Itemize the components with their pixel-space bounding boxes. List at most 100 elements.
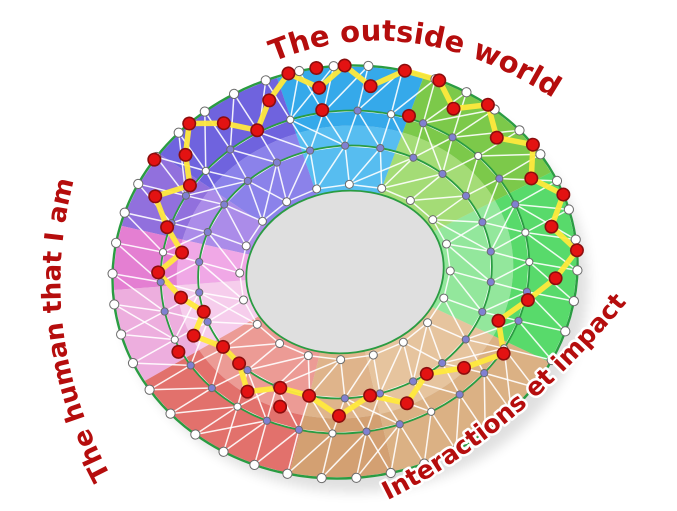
inner-ring-node — [441, 239, 451, 249]
mesh-edge — [402, 342, 414, 382]
inner-ring-node — [275, 338, 285, 348]
inner-ring-node — [303, 351, 313, 361]
red-node — [186, 328, 201, 343]
red-node — [312, 80, 327, 95]
inner-ring-node — [336, 355, 346, 365]
red-node — [397, 63, 412, 78]
mid2-ring-node — [181, 191, 191, 200]
mesh-edge — [309, 359, 342, 397]
mid2-ring-node — [286, 115, 295, 124]
mesh-edge — [174, 292, 200, 340]
red-node — [401, 108, 416, 123]
mesh-edge — [286, 429, 300, 474]
mesh-edge — [459, 394, 486, 433]
mid1-ring-node — [461, 191, 471, 200]
outer-ring-node — [119, 207, 130, 218]
mesh-edge — [372, 354, 381, 394]
mid1-ring-node — [203, 317, 212, 326]
mesh-edge — [265, 79, 291, 121]
mesh-edge — [452, 129, 520, 139]
mid2-ring-node — [386, 110, 396, 119]
mesh-edge — [207, 231, 241, 274]
mesh-edge — [442, 347, 505, 364]
mesh-edge — [481, 178, 501, 223]
mesh-edge — [446, 243, 491, 253]
mid2-ring-node — [262, 416, 271, 425]
red-node — [525, 137, 540, 152]
inner-ring-node — [312, 184, 322, 194]
mid2-ring-node — [427, 407, 436, 416]
mid1-ring-node — [272, 158, 282, 167]
mid1-ring-node — [340, 394, 349, 403]
mesh-edge — [320, 433, 334, 479]
red-node — [151, 265, 166, 280]
mesh-edge — [443, 297, 467, 340]
cyan-sector-inner — [295, 125, 403, 196]
mesh-edge — [229, 149, 249, 182]
mesh-edge — [432, 218, 483, 223]
lightgreen-sector-inner — [379, 132, 496, 232]
mid1-ring-node — [376, 143, 385, 153]
outer-ring-node — [133, 178, 144, 190]
red-node — [250, 123, 265, 138]
outer-ring-node — [461, 87, 472, 98]
mesh-edge — [247, 342, 281, 371]
inner-ring-node — [368, 350, 378, 360]
red-node — [496, 346, 511, 361]
mid2-ring-node — [419, 119, 428, 128]
mesh-edge — [422, 78, 437, 124]
mesh-edge — [427, 322, 467, 341]
mesh-edge — [171, 203, 225, 224]
outer-ring-node — [218, 446, 229, 457]
mesh-edge — [207, 231, 247, 247]
outer-ring-node — [568, 296, 579, 307]
outer-ring-node — [351, 472, 362, 483]
red-node — [302, 388, 317, 403]
mid2-ring-node — [514, 316, 523, 325]
mid1-ring-node — [486, 277, 495, 287]
outer-ring-node — [363, 60, 374, 72]
outer-ring-node — [249, 459, 260, 470]
mesh-edge — [121, 333, 175, 341]
mesh-edge — [490, 250, 530, 263]
red-node — [315, 103, 330, 118]
red-node — [363, 79, 378, 94]
magenta-sector-inner — [176, 239, 250, 286]
mid2-ring-node — [362, 427, 371, 436]
red-node — [262, 93, 277, 108]
mesh-edge — [446, 243, 492, 283]
outer-ring-node — [450, 444, 462, 456]
red-node — [363, 388, 378, 403]
mid1-ring-node — [478, 218, 487, 227]
mesh-edge — [207, 299, 244, 323]
inner-ring-node — [398, 337, 408, 347]
inner-ring-node — [445, 266, 455, 276]
mesh-edge — [390, 113, 415, 159]
red-node — [273, 399, 288, 414]
mesh-edge — [410, 195, 467, 202]
mesh-edge — [309, 150, 318, 190]
mesh-edge — [379, 341, 405, 394]
mid2-ring-node — [158, 248, 168, 257]
inner-ring-node — [344, 179, 354, 189]
mesh-edge — [381, 157, 414, 189]
mid1-ring-node — [305, 146, 315, 155]
label-left: The human that I am — [37, 175, 117, 486]
red-sector-outer — [143, 350, 305, 475]
mesh-edge — [178, 132, 207, 172]
red-node — [524, 171, 539, 186]
mesh-edge — [207, 321, 258, 326]
mid1-ring-node — [438, 169, 447, 178]
green-ring — [245, 189, 445, 355]
red-node — [196, 304, 211, 319]
mesh-edge — [149, 364, 192, 391]
outer-ring-node — [560, 326, 571, 337]
mesh-edge — [379, 114, 392, 149]
mesh-edge — [365, 431, 392, 474]
outer-ring-node — [480, 427, 491, 438]
mid2-ring-node — [226, 145, 235, 154]
mesh-edge — [322, 112, 346, 147]
red-node — [569, 243, 584, 258]
tan-sector-outer — [379, 335, 551, 473]
